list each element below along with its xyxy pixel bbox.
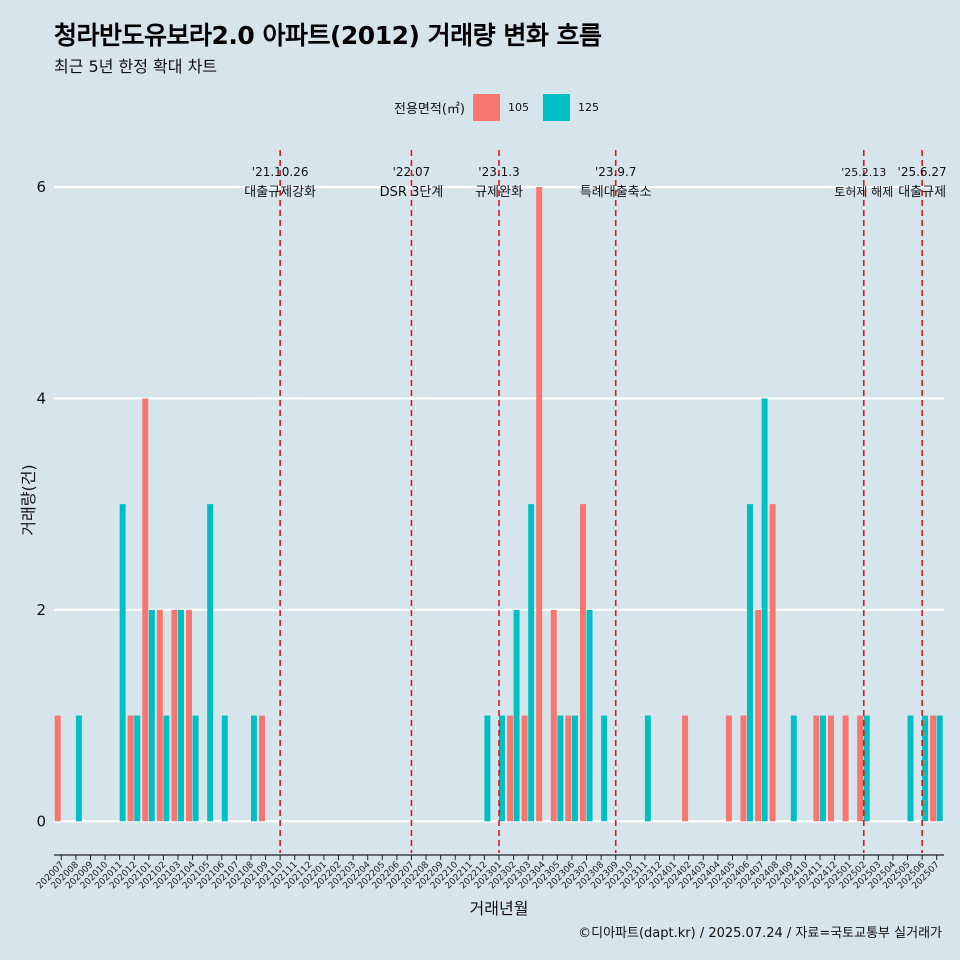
bar-105-202303	[521, 715, 528, 822]
bar-125-202306	[571, 715, 578, 822]
bar-105-202502	[857, 715, 864, 822]
bar-125-202011	[119, 504, 126, 822]
legend-title: 전용면적(㎡)	[394, 101, 465, 117]
bar-125-202506	[922, 715, 929, 822]
bar-105-202411	[813, 715, 820, 822]
bar-125-202102	[163, 715, 170, 822]
legend-label-105: 105	[507, 100, 529, 114]
bar-125-202409	[790, 715, 797, 822]
bar-125-202305	[557, 715, 564, 822]
bar-125-202008	[75, 715, 82, 822]
bar-125-202105	[207, 504, 214, 822]
bar-105-202103	[171, 609, 178, 822]
bar-125-202507	[936, 715, 943, 822]
event-label-202207: DSR 3단계	[380, 185, 444, 200]
y-tick-label: 4	[36, 389, 46, 407]
bar-125-202103	[178, 609, 184, 822]
bar-105-202307	[579, 504, 586, 822]
bar-125-202303	[528, 504, 535, 822]
bar-125-202301	[499, 715, 505, 822]
bar-105-202007	[54, 715, 61, 822]
event-label-202506: 대출규제	[898, 185, 946, 200]
legend-swatch-125	[542, 93, 570, 121]
event-date-202502: '25.2.13	[841, 166, 886, 179]
bar-105-202104	[186, 609, 193, 822]
bar-105-202407	[755, 609, 762, 822]
bar-125-202101	[148, 609, 155, 822]
bar-105-202406	[740, 715, 747, 822]
chart-subtitle: 최근 5년 한정 확대 차트	[54, 57, 218, 76]
event-label-202309: 특례대출축소	[580, 185, 652, 200]
bar-125-202212	[484, 715, 491, 822]
legend-swatch-105	[472, 93, 500, 121]
bar-125-202307	[586, 609, 593, 822]
bar-105-202012	[127, 715, 134, 822]
bar-105-202501	[842, 715, 849, 822]
bar-105-202302	[507, 715, 513, 822]
bar-125-202406	[747, 504, 753, 822]
event-label-202301: 규제완화	[475, 185, 523, 200]
bar-105-202101	[142, 398, 149, 822]
bar-105-202102	[156, 609, 163, 822]
bar-125-202108	[250, 715, 257, 822]
bar-125-202411	[819, 715, 826, 822]
bar-125-202407	[761, 398, 768, 822]
event-label-202502: 토허제 해제	[834, 185, 893, 199]
bar-125-202106	[221, 715, 228, 822]
event-date-202110: '21.10.26	[252, 165, 309, 179]
bar-125-202502	[863, 715, 870, 822]
legend: 전용면적(㎡) 105 125	[394, 93, 613, 121]
event-date-202207: '22.07	[393, 165, 431, 179]
y-axis-title: 거래량(건)	[19, 464, 38, 535]
legend-label-125: 125	[577, 100, 599, 114]
chart-title: 청라반도유보라2.0 아파트(2012) 거래량 변화 흐름	[54, 21, 602, 50]
bar-105-202305	[550, 609, 557, 822]
bar-105-202306	[565, 715, 572, 822]
chart-caption: ©디아파트(dapt.kr) / 2025.07.24 / 자료=국토교통부 실…	[578, 926, 942, 941]
x-axis-title: 거래년월	[470, 899, 529, 918]
bar-125-202104	[192, 715, 199, 822]
y-tick-label: 0	[36, 812, 46, 830]
bar-105-202402	[682, 715, 689, 822]
bar-125-202012	[134, 715, 141, 822]
bar-105-202109	[258, 715, 265, 822]
event-date-202506: '25.6.27	[898, 165, 947, 179]
bar-125-202311	[644, 715, 651, 822]
bar-105-202507	[930, 715, 937, 822]
bar-105-202412	[828, 715, 834, 822]
event-date-202309: '23.9.7	[595, 165, 636, 179]
bar-125-202308	[601, 715, 608, 822]
bar-105-202405	[725, 715, 732, 822]
event-label-202110: 대출규제강화	[244, 185, 316, 200]
bar-125-202302	[513, 609, 520, 822]
bar-125-202505	[907, 715, 914, 822]
event-date-202301: '23.1.3	[478, 165, 519, 179]
bar-105-202304	[536, 187, 543, 822]
bar-105-202408	[769, 504, 776, 822]
y-tick-label: 6	[36, 178, 46, 196]
y-tick-label: 2	[36, 601, 46, 619]
